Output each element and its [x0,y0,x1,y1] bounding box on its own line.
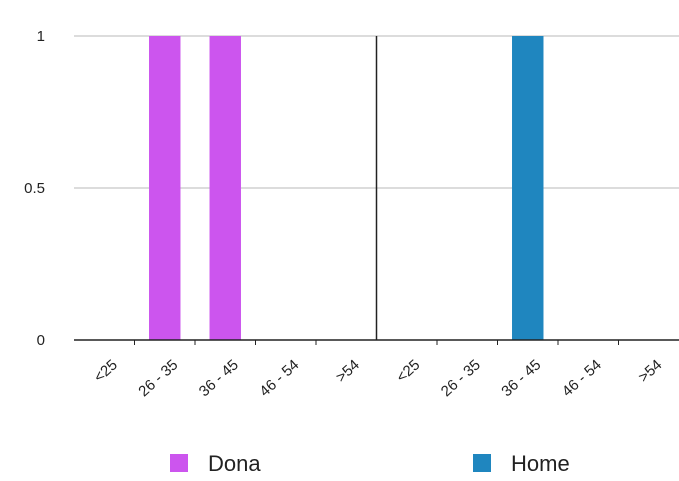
y-tick-label: 0 [37,332,45,349]
x-tick-label: 36 - 45 [196,356,242,400]
legend: Dona Home [170,451,570,476]
y-axis-ticks: 00.51 [24,28,45,349]
y-tick-label: 0.5 [24,180,45,197]
x-tick-label: >54 [333,356,363,386]
legend-swatch [170,454,188,472]
bar [149,36,181,340]
y-tick-label: 1 [37,28,45,45]
bar [209,36,241,340]
axes [74,36,679,345]
legend-label: Dona [208,451,261,476]
x-tick-label: <25 [393,356,423,386]
x-axis-ticks: <25 26 - 35 36 - 45 46 - 54 >54 <25 26 - 35 36 … [91,356,666,400]
x-tick-label: >54 [635,356,665,386]
legend-swatch [473,454,491,472]
x-tick-label: 36 - 45 [498,356,544,400]
x-tick-label: 26 - 35 [135,356,181,400]
bars [149,36,544,340]
bar [512,36,544,340]
x-tick-label: 46 - 54 [559,356,605,400]
x-tick-label: <25 [91,356,121,386]
x-tick-label: 26 - 35 [438,356,484,400]
legend-label: Home [511,451,570,476]
x-tick-label: 46 - 54 [256,356,302,400]
